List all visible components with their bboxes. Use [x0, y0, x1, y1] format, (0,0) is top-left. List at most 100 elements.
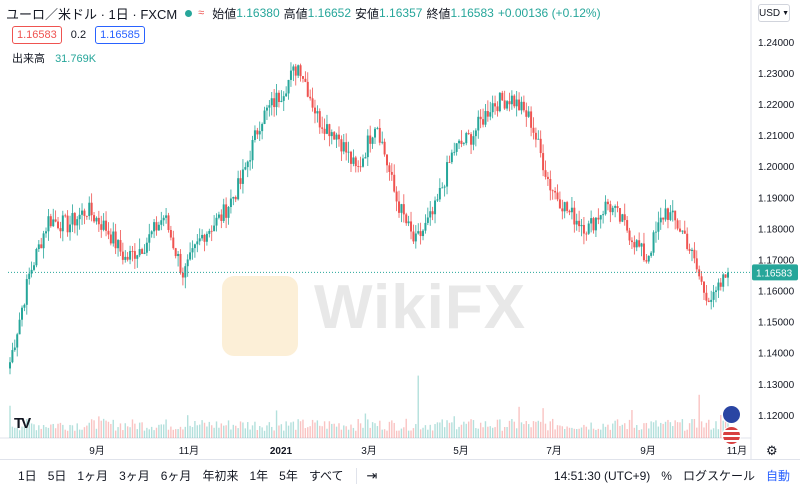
- candle-body: [124, 256, 127, 260]
- range-6m[interactable]: 6ヶ月: [160, 469, 192, 483]
- volume-bar: [619, 425, 621, 438]
- candle-body: [311, 98, 314, 108]
- candle-body: [654, 231, 657, 233]
- candle-body: [61, 215, 64, 232]
- tradingview-logo-icon[interactable]: TV: [14, 415, 31, 432]
- volume-bar: [239, 421, 242, 438]
- volume-bar: [138, 422, 141, 438]
- bid-ask-panel: 1.16583 0.2 1.16585: [12, 26, 145, 44]
- range-ytd[interactable]: 年初来: [202, 469, 239, 483]
- candle-body: [556, 192, 559, 200]
- candle-body: [203, 234, 206, 242]
- gear-icon[interactable]: ⚙: [766, 443, 778, 458]
- candle-body: [693, 249, 696, 259]
- volume-bar: [199, 424, 201, 438]
- volume-bar: [100, 420, 102, 438]
- candle-body: [225, 204, 228, 218]
- volume-bar: [268, 422, 271, 438]
- volume-bar: [643, 423, 645, 438]
- volume-bar: [134, 423, 136, 438]
- candle-body: [635, 240, 638, 248]
- auto-scale-toggle[interactable]: 自動: [765, 469, 790, 483]
- candle-body: [371, 137, 374, 144]
- volume-bar: [271, 426, 273, 438]
- candle-body: [520, 101, 523, 111]
- candle-body: [73, 213, 76, 226]
- range-all[interactable]: すべて: [308, 469, 344, 483]
- volume-bar: [604, 426, 607, 438]
- candle-body: [676, 220, 679, 229]
- candle-body: [64, 215, 67, 217]
- range-3m[interactable]: 3ヶ月: [119, 469, 150, 483]
- volume-bar: [86, 425, 88, 438]
- symbol-title[interactable]: ユーロ／米ドル · 1日 · FXCM: [6, 6, 178, 22]
- y-tick-label: 1.23000: [758, 69, 795, 80]
- volume-bar: [674, 420, 676, 438]
- volume-bar: [122, 430, 124, 438]
- candle-body: [177, 253, 180, 257]
- candle-body: [611, 207, 614, 213]
- volume-bar: [297, 419, 299, 438]
- x-tick-label: 9月: [89, 445, 105, 457]
- candle-body: [455, 143, 458, 152]
- buy-button[interactable]: 1.16585: [95, 26, 145, 44]
- candle-body: [37, 244, 40, 250]
- volume-bar: [448, 422, 451, 438]
- range-5y[interactable]: 5年: [279, 469, 298, 483]
- range-5d[interactable]: 5日: [47, 469, 67, 483]
- volume-bar: [415, 424, 417, 438]
- volume-bar: [465, 423, 467, 438]
- volume-bar: [59, 422, 62, 438]
- volume-bar: [367, 419, 369, 438]
- time-readout[interactable]: 14:51:30 (UTC+9): [553, 468, 651, 483]
- candle-body: [66, 215, 69, 233]
- candle-body: [602, 214, 605, 216]
- volume-bar: [544, 423, 547, 438]
- volume-bar: [508, 420, 511, 438]
- candle-body: [369, 135, 372, 144]
- volume-bar: [571, 427, 573, 438]
- candle-body: [702, 281, 705, 293]
- volume-bar: [244, 428, 247, 438]
- volume-bar: [174, 429, 177, 438]
- eu-flag-icon[interactable]: [722, 405, 741, 424]
- range-1y[interactable]: 1年: [249, 469, 269, 483]
- log-scale-toggle[interactable]: ログスケール: [682, 469, 755, 483]
- volume-bar: [235, 425, 237, 438]
- volume-bar: [273, 430, 275, 438]
- candle-body: [95, 217, 98, 222]
- volume-bar: [431, 430, 434, 438]
- us-flag-icon[interactable]: [722, 426, 741, 445]
- volume-bar: [513, 421, 515, 438]
- spread-value: 0.2: [70, 29, 87, 41]
- sell-button[interactable]: 1.16583: [12, 26, 62, 44]
- currency-button[interactable]: USD ▼: [758, 4, 790, 22]
- candle-body: [522, 101, 525, 111]
- volume-bar: [717, 429, 720, 438]
- candle-body: [117, 240, 120, 249]
- candle-body: [333, 132, 336, 140]
- volume-bar: [429, 424, 431, 438]
- percent-toggle[interactable]: %: [661, 468, 672, 483]
- volume-bar: [393, 422, 395, 438]
- range-1m[interactable]: 1ヶ月: [77, 469, 109, 483]
- volume-bar: [347, 429, 350, 438]
- volume-bar: [242, 422, 244, 438]
- candle-body: [383, 141, 386, 155]
- candle-body: [508, 101, 511, 105]
- volume-bar: [698, 394, 700, 438]
- candle-body: [131, 251, 134, 252]
- candle-body: [359, 166, 362, 168]
- candle-body: [614, 206, 617, 208]
- volume-bar: [410, 430, 412, 438]
- volume-bar: [335, 426, 338, 438]
- candle-body: [160, 220, 163, 225]
- volume-bar: [14, 427, 16, 438]
- candle-body: [467, 133, 470, 135]
- volume-bar: [655, 420, 657, 438]
- candle-body: [398, 201, 401, 213]
- candle-body: [700, 276, 703, 282]
- date-range-calendar-icon[interactable]: ⇥: [366, 467, 378, 483]
- range-1d[interactable]: 1日: [18, 469, 37, 483]
